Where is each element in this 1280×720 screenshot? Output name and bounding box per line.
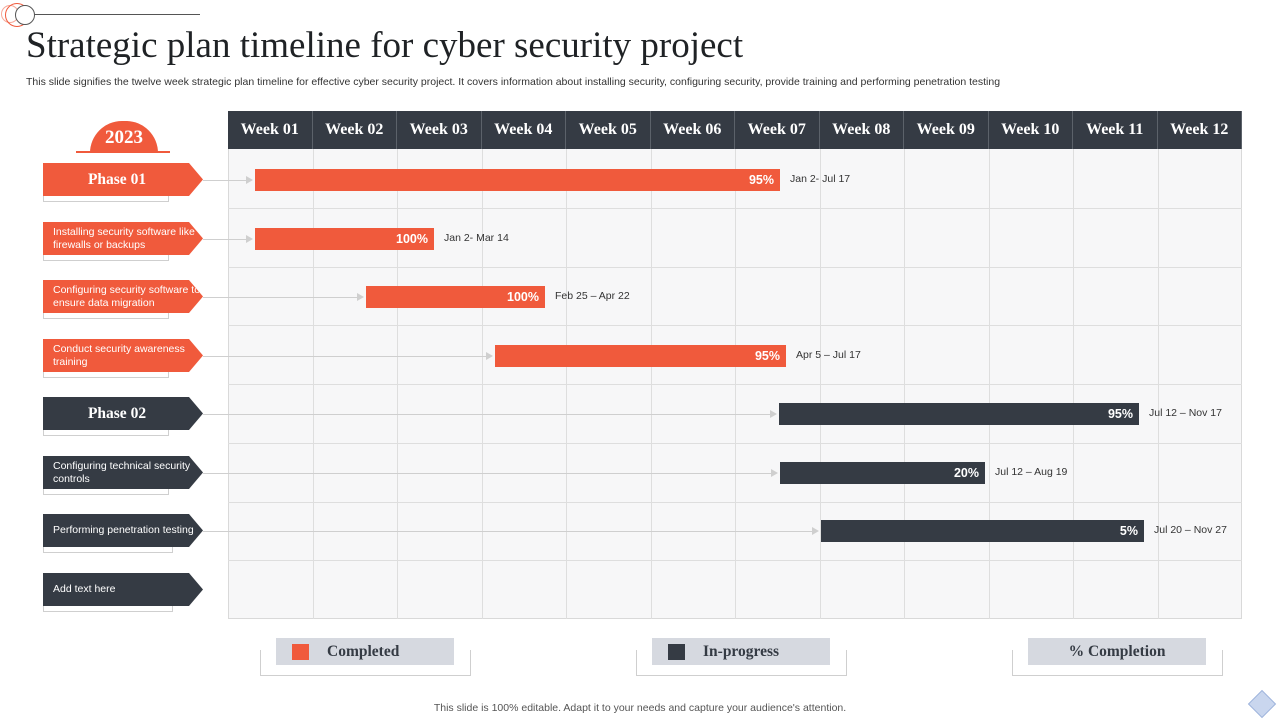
legend-completion: % Completion bbox=[1028, 638, 1206, 665]
slide-subtitle: This slide signifies the twelve week str… bbox=[26, 76, 1001, 88]
timeline-bar: 20% bbox=[780, 462, 985, 484]
legend-completed-label: Completed bbox=[327, 642, 400, 660]
bar-date-range: Jan 2- Mar 14 bbox=[444, 232, 509, 244]
completed-swatch-icon bbox=[292, 643, 309, 660]
week-header: Week 04 bbox=[481, 111, 566, 149]
arrowhead-icon bbox=[246, 235, 253, 243]
label-underline bbox=[43, 372, 169, 378]
grid-column-line bbox=[904, 111, 905, 619]
grid-column-line bbox=[397, 111, 398, 619]
timeline-bar: 95% bbox=[255, 169, 780, 191]
label-underline bbox=[43, 547, 173, 553]
task-label: Configuring technical security controls bbox=[43, 456, 203, 489]
label-underline bbox=[43, 255, 169, 261]
timeline-bar: 95% bbox=[779, 403, 1139, 425]
arrowhead-icon bbox=[812, 527, 819, 535]
phase-01-label: Phase 01 bbox=[43, 163, 203, 196]
connector-line bbox=[203, 297, 359, 298]
week-header: Week 11 bbox=[1073, 111, 1158, 149]
bar-date-range: Jul 20 – Nov 27 bbox=[1154, 524, 1227, 536]
week-header: Week 02 bbox=[312, 111, 397, 149]
grid-row-line bbox=[228, 501, 1242, 503]
decor-line bbox=[26, 14, 200, 15]
grid-row-line bbox=[228, 266, 1242, 268]
grid-column-line bbox=[988, 111, 990, 619]
arrowhead-icon bbox=[357, 293, 364, 301]
grid-column-line bbox=[312, 111, 314, 619]
legend-frame bbox=[1012, 650, 1223, 676]
week-header: Week 05 bbox=[566, 111, 651, 149]
grid-row-line bbox=[228, 442, 1242, 444]
grid-column-line bbox=[1157, 111, 1159, 619]
task-label: Conduct security awareness training bbox=[43, 339, 203, 372]
bar-date-range: Jul 12 – Aug 19 bbox=[995, 466, 1068, 478]
phase-02-label: Phase 02 bbox=[43, 397, 203, 430]
grid-column-line bbox=[819, 111, 821, 619]
week-header: Week 07 bbox=[735, 111, 820, 149]
in-progress-swatch-icon bbox=[668, 643, 685, 660]
label-underline bbox=[43, 489, 169, 495]
connector-line bbox=[203, 473, 773, 474]
connector-line bbox=[203, 180, 248, 181]
week-header: Week 06 bbox=[650, 111, 735, 149]
year-badge: 2023 bbox=[90, 121, 158, 153]
label-underline bbox=[43, 606, 173, 612]
timeline-bar: 100% bbox=[255, 228, 434, 250]
grid-row-line bbox=[228, 384, 1242, 385]
legend-completion-label: % Completion bbox=[1068, 642, 1166, 660]
footer-note: This slide is 100% editable. Adapt it to… bbox=[433, 702, 847, 714]
timeline-bar: 95% bbox=[495, 345, 786, 367]
arrowhead-icon bbox=[770, 410, 777, 418]
label-underline bbox=[43, 196, 169, 202]
task-label: Installing security software like firewa… bbox=[43, 222, 203, 255]
timeline-bar: 5% bbox=[821, 520, 1144, 542]
legend-in-progress: In-progress bbox=[652, 638, 830, 665]
bar-date-range: Jul 12 – Nov 17 bbox=[1149, 407, 1222, 419]
task-label: Add text here bbox=[43, 573, 203, 606]
week-header: Week 08 bbox=[819, 111, 904, 149]
slide-title: Strategic plan timeline for cyber securi… bbox=[26, 25, 744, 66]
bar-date-range: Jan 2- Jul 17 bbox=[790, 173, 851, 185]
grid-row-line bbox=[228, 207, 1242, 209]
week-header: Week 01 bbox=[228, 111, 313, 149]
timeline-bar: 100% bbox=[366, 286, 545, 308]
week-header: Week 03 bbox=[397, 111, 482, 149]
legend-frame bbox=[636, 650, 847, 676]
connector-line bbox=[203, 239, 248, 240]
legend-in-progress-label: In-progress bbox=[703, 642, 780, 660]
year-underline bbox=[76, 151, 170, 153]
legend-completed: Completed bbox=[276, 638, 454, 665]
legend-frame bbox=[260, 650, 471, 676]
bar-date-range: Feb 25 – Apr 22 bbox=[555, 290, 630, 302]
decor-circle bbox=[15, 5, 35, 25]
connector-line bbox=[203, 531, 814, 532]
grid-column-line bbox=[1073, 111, 1074, 619]
task-label: Performing penetration testing bbox=[43, 514, 203, 547]
grid-column-line bbox=[481, 111, 483, 619]
task-label: Configuring security software to ensure … bbox=[43, 280, 203, 313]
arrowhead-icon bbox=[246, 176, 253, 184]
connector-line bbox=[203, 356, 488, 357]
arrowhead-icon bbox=[771, 469, 778, 477]
grid-row-line bbox=[228, 325, 1242, 327]
label-underline bbox=[43, 430, 169, 436]
week-header: Week 10 bbox=[988, 111, 1073, 149]
connector-line bbox=[203, 414, 772, 415]
week-header: Week 09 bbox=[904, 111, 989, 149]
bar-date-range: Apr 5 – Jul 17 bbox=[796, 349, 861, 361]
grid-row-line bbox=[228, 560, 1242, 562]
week-header: Week 12 bbox=[1157, 111, 1242, 149]
label-underline bbox=[43, 313, 169, 319]
arrowhead-icon bbox=[486, 352, 493, 360]
